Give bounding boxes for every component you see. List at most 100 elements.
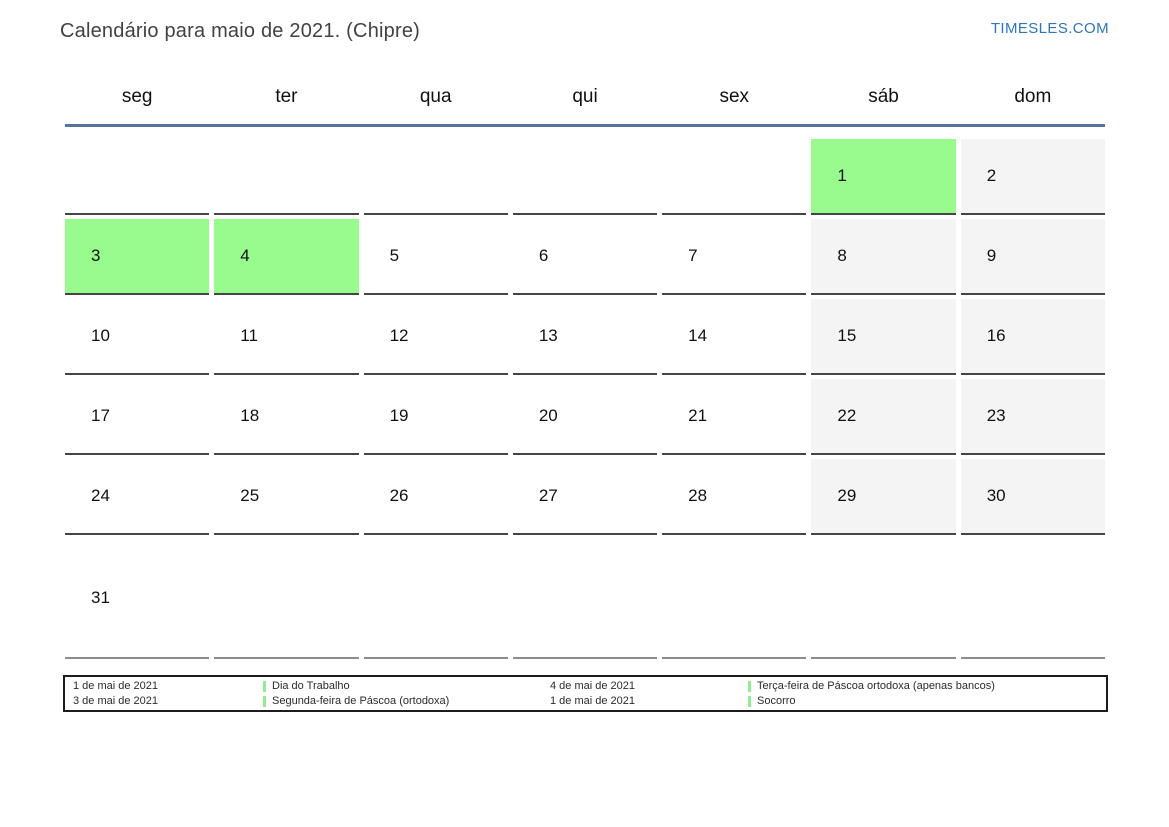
- page-title: Calendário para maio de 2021. (Chipre): [60, 20, 421, 42]
- day-number: 12: [389, 326, 409, 345]
- day-cell-empty: [960, 539, 1105, 659]
- day-number: 4: [240, 246, 250, 265]
- day-number: 16: [986, 326, 1006, 345]
- day-cell-15: 15: [811, 299, 956, 375]
- day-number: 10: [91, 326, 110, 345]
- legend-entry: Dia do Trabalho: [263, 680, 550, 693]
- day-cell-12: 12: [363, 299, 508, 375]
- day-number: 28: [688, 486, 708, 505]
- site-link[interactable]: TIMESLES.COM: [990, 20, 1109, 37]
- legend-label: Socorro: [757, 694, 796, 707]
- day-cell-empty: [512, 139, 658, 215]
- day-number: 7: [688, 246, 698, 265]
- weekday-label-dom: dom: [1014, 86, 1052, 107]
- calendar-grid: 1 2 3 4 5 6 7 8 9 10 11 12 13 14 15 16 17 18 19 20 21 22 23 24 2…: [65, 139, 1105, 659]
- day-cell-27: 27: [512, 459, 658, 535]
- holiday-marker-icon: [263, 695, 266, 707]
- day-cell-empty: [65, 139, 210, 215]
- day-number: 18: [240, 406, 260, 425]
- legend-entry: Terça-feira de Páscoa ortodoxa (apenas b…: [748, 680, 1098, 693]
- day-cell-5: 5: [363, 219, 508, 295]
- day-cell-empty: [662, 139, 807, 215]
- day-cell-empty: [662, 539, 807, 659]
- day-cell-29: 29: [811, 459, 956, 535]
- day-cell-3: 3: [65, 219, 210, 295]
- day-number: 30: [986, 486, 1006, 505]
- day-cell-28: 28: [662, 459, 807, 535]
- day-cell-16: 16: [960, 299, 1105, 375]
- day-cell-empty: [512, 539, 658, 659]
- weekday-label-qui: qui: [572, 86, 598, 107]
- day-cell-2: 2: [960, 139, 1105, 215]
- legend-entry: Segunda-feira de Páscoa (ortodoxa): [263, 695, 550, 708]
- day-cell-19: 19: [363, 379, 508, 455]
- holiday-marker-icon: [263, 680, 266, 692]
- day-cell-13: 13: [512, 299, 658, 375]
- day-number: 6: [538, 246, 549, 265]
- day-number: 11: [240, 326, 258, 345]
- day-number: 3: [91, 246, 101, 265]
- day-number: 26: [389, 486, 409, 505]
- day-cell-14: 14: [662, 299, 807, 375]
- legend-date: 1 de mai de 2021: [73, 679, 159, 692]
- day-cell-22: 22: [811, 379, 956, 455]
- day-number: 9: [986, 246, 997, 265]
- weekday-label-qua: qua: [419, 86, 452, 107]
- day-number: 19: [389, 406, 409, 425]
- day-cell-6: 6: [512, 219, 658, 295]
- day-cell-30: 30: [960, 459, 1105, 535]
- topbar: Calendário para maio de 2021. (Chipre) T…: [60, 20, 1109, 43]
- day-number: 13: [538, 326, 558, 345]
- day-cell-24: 24: [65, 459, 210, 535]
- day-number: 21: [688, 406, 708, 425]
- day-number: 29: [837, 486, 857, 505]
- weekday-label-ter: ter: [275, 86, 298, 107]
- day-number: 23: [986, 406, 1006, 425]
- day-number: 15: [837, 326, 857, 345]
- day-cell-18: 18: [214, 379, 359, 455]
- day-number: 22: [837, 406, 857, 425]
- legend-label: Dia do Trabalho: [272, 679, 350, 692]
- day-cell-8: 8: [811, 219, 956, 295]
- day-number: 5: [389, 246, 400, 265]
- day-cell-10: 10: [65, 299, 210, 375]
- day-number: 2: [986, 166, 997, 185]
- weekday-label-sáb: sáb: [868, 86, 899, 107]
- day-number: 17: [91, 406, 110, 425]
- day-cell-empty: [811, 539, 956, 659]
- legend-date: 1 de mai de 2021: [550, 694, 636, 707]
- day-cell-empty: [363, 139, 508, 215]
- day-cell-empty: [214, 139, 359, 215]
- day-cell-21: 21: [662, 379, 807, 455]
- legend-entry: Socorro: [748, 695, 1098, 708]
- legend-label: Terça-feira de Páscoa ortodoxa (apenas b…: [757, 679, 995, 692]
- day-number: 8: [837, 246, 847, 265]
- day-cell-7: 7: [662, 219, 807, 295]
- day-cell-25: 25: [214, 459, 359, 535]
- day-cell-20: 20: [512, 379, 658, 455]
- day-cell-9: 9: [960, 219, 1105, 295]
- day-cell-empty: [214, 539, 359, 659]
- day-cell-1: 1: [811, 139, 956, 215]
- weekday-label-sex: sex: [719, 86, 750, 107]
- day-cell-11: 11: [214, 299, 359, 375]
- legend-date: 3 de mai de 2021: [73, 694, 159, 707]
- day-number: 20: [538, 406, 558, 425]
- day-number: 24: [91, 486, 110, 505]
- day-cell-empty: [363, 539, 508, 659]
- holiday-marker-icon: [748, 695, 751, 707]
- weekday-label-seg: seg: [121, 86, 153, 107]
- day-cell-4: 4: [214, 219, 359, 295]
- day-cell-31: 31: [65, 539, 210, 659]
- day-number: 1: [837, 166, 847, 185]
- holiday-marker-icon: [748, 680, 751, 692]
- day-number: 14: [688, 326, 708, 345]
- holiday-legend: 1 de mai de 2021 Dia do Trabalho 4 de mai …: [63, 675, 1108, 712]
- day-number: 31: [91, 588, 110, 607]
- legend-date: 4 de mai de 2021: [550, 679, 636, 692]
- weekday-header-row: seg ter qua qui sex sáb dom: [65, 86, 1105, 127]
- day-number: 25: [240, 486, 260, 505]
- day-number: 27: [538, 486, 558, 505]
- legend-label: Segunda-feira de Páscoa (ortodoxa): [272, 694, 450, 707]
- day-cell-26: 26: [363, 459, 508, 535]
